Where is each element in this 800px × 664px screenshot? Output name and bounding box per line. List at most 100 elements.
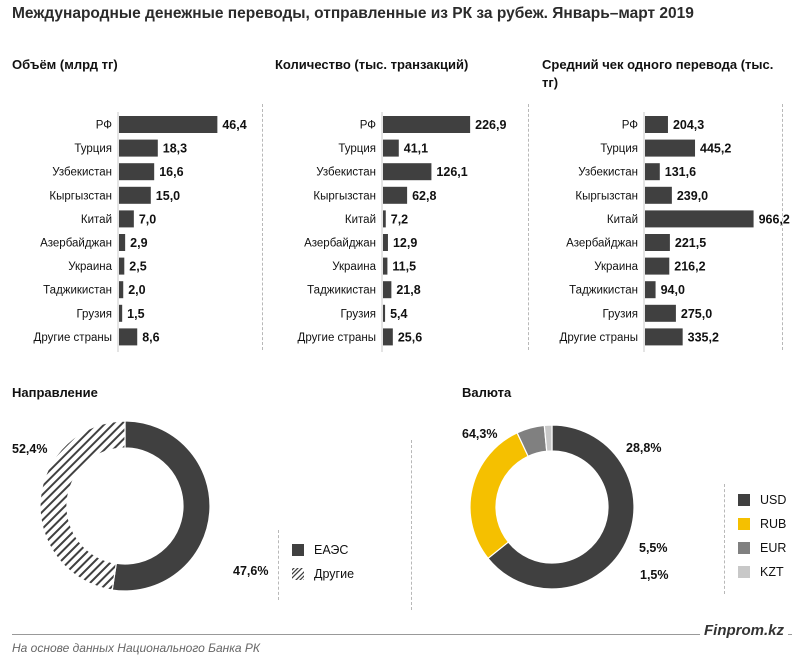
count-category-label: Таджикистан [307,285,376,297]
count-value-label: 226,9 [475,118,506,132]
avg-check-bar [645,139,696,157]
legend-label-other: Другие [314,567,355,581]
avg-check-category-label: Грузия [602,308,638,320]
legend-label-kzt: KZT [760,565,784,579]
legend-item-kzt: KZT [738,560,786,584]
count-category-label: Кыргызстан [313,190,376,202]
volume-bar [119,116,218,133]
avg-check-category-label: Азербайджан [566,238,638,250]
currency-chart-title: Валюта [462,385,512,400]
currency-pct-label: 64,3% [462,427,497,441]
volume-value-label: 8,6 [142,330,159,344]
currency-pct-label: 5,5% [639,541,668,555]
count-bar [383,186,408,204]
avg-check-category-label: Украина [594,261,638,273]
volume-value-label: 7,0 [139,212,156,226]
volume-bar [119,139,158,157]
avg-check-value-label: 335,2 [688,330,719,344]
avg-check-category-label: Узбекистан [578,167,638,179]
avg-check-category-label: Таджикистан [569,285,638,297]
volume-bar [119,328,138,346]
currency-pct-label: 1,5% [640,568,669,582]
volume-category-label: Украина [68,261,112,273]
legend-swatch-usd [738,494,750,506]
avg-check-bar [645,163,660,181]
avg-check-bar [645,210,754,228]
avg-check-bar [645,116,668,133]
legend-item-eur: EUR [738,536,786,560]
count-bar [383,116,471,133]
count-category-label: Узбекистан [316,167,376,179]
count-category-label: Грузия [340,308,376,320]
count-category-label: Азербайджан [304,238,376,250]
currency-donut-chart: 64,3% 28,8% 5,5% 1,5% [462,424,669,590]
volume-value-label: 2,0 [128,283,145,297]
count-value-label: 11,5 [392,260,416,274]
count-chart-title: Количество (тыс. транзакций) [275,57,469,72]
count-bar [383,281,392,299]
count-category-label: Китай [345,214,376,226]
avg-check-value-label: 94,0 [661,283,685,297]
count-value-label: 126,1 [436,165,467,179]
volume-category-label: Турция [74,143,112,155]
legend-label-rub: RUB [760,517,787,531]
volume-value-label: 16,6 [159,165,183,179]
avg-check-bar [645,304,676,322]
divider-top-1 [262,104,263,350]
direction-pct-label: 47,6% [233,564,268,578]
count-bar [383,304,386,322]
volume-category-label: РФ [96,120,113,132]
legend-swatch-eur [738,542,750,554]
count-bar [383,139,399,157]
avg-check-value-label: 275,0 [681,307,712,321]
avg-check-bar [645,257,670,275]
count-bar-chart: РФ 226,9 Турция 41,1 Узбекистан 126,1 Кыргызст… [298,112,506,352]
volume-value-label: 46,4 [222,118,246,132]
volume-chart-title: Объём (млрд тг) [12,57,118,72]
direction-pct-label: 52,4% [12,442,47,456]
volume-value-label: 15,0 [156,189,180,203]
avg-check-bar [645,281,656,299]
avg-check-value-label: 131,6 [665,165,696,179]
avg-check-category-label: Китай [607,214,638,226]
volume-bar [119,210,134,228]
legend-swatch-kzt [738,566,750,578]
direction-legend: ЕАЭС Другие [292,538,354,586]
count-bar [383,163,432,181]
avg-check-category-label: Турция [600,143,638,155]
count-category-label: Другие страны [298,332,376,344]
volume-bar [119,304,123,322]
currency-pct-label: 28,8% [626,441,661,455]
divider-top-3 [782,104,783,350]
avg-check-bar [645,328,683,346]
count-bar [383,328,393,346]
brand-logo: Finprom.kz [699,622,788,639]
legend-item-usd: USD [738,488,786,512]
avg-check-category-label: Другие страны [560,332,638,344]
legend-item-eaes: ЕАЭС [292,538,354,562]
volume-category-label: Кыргызстан [49,190,112,202]
avg-check-value-label: 204,3 [673,118,704,132]
volume-value-label: 18,3 [163,142,187,156]
page-title: Международные денежные переводы, отправл… [12,5,694,22]
divider-legend-cur [724,484,725,594]
legend-swatch-eaes [292,544,304,556]
divider-legend-dir [278,530,279,600]
volume-category-label: Грузия [76,308,112,320]
count-bar [383,257,388,275]
avg-check-value-label: 966,2 [759,212,790,226]
legend-label-usd: USD [760,493,787,507]
volume-value-label: 1,5 [127,307,144,321]
volume-value-label: 2,9 [130,236,147,250]
legend-label-eur: EUR [760,541,787,555]
avg-check-bar [645,234,670,251]
volume-bar-chart: РФ 46,4 Турция 18,3 Узбекистан 16,6 Кыргызстан… [34,112,247,352]
currency-legend: USD RUB EUR KZT [738,488,786,584]
volume-bar [119,163,155,181]
currency-slice-kzt [543,424,553,452]
divider-bottom-mid [411,440,412,610]
footer-source: На основе данных Национального Банка РК [12,641,260,655]
count-bar [383,234,388,251]
divider-top-2 [528,104,529,350]
volume-category-label: Узбекистан [52,167,112,179]
